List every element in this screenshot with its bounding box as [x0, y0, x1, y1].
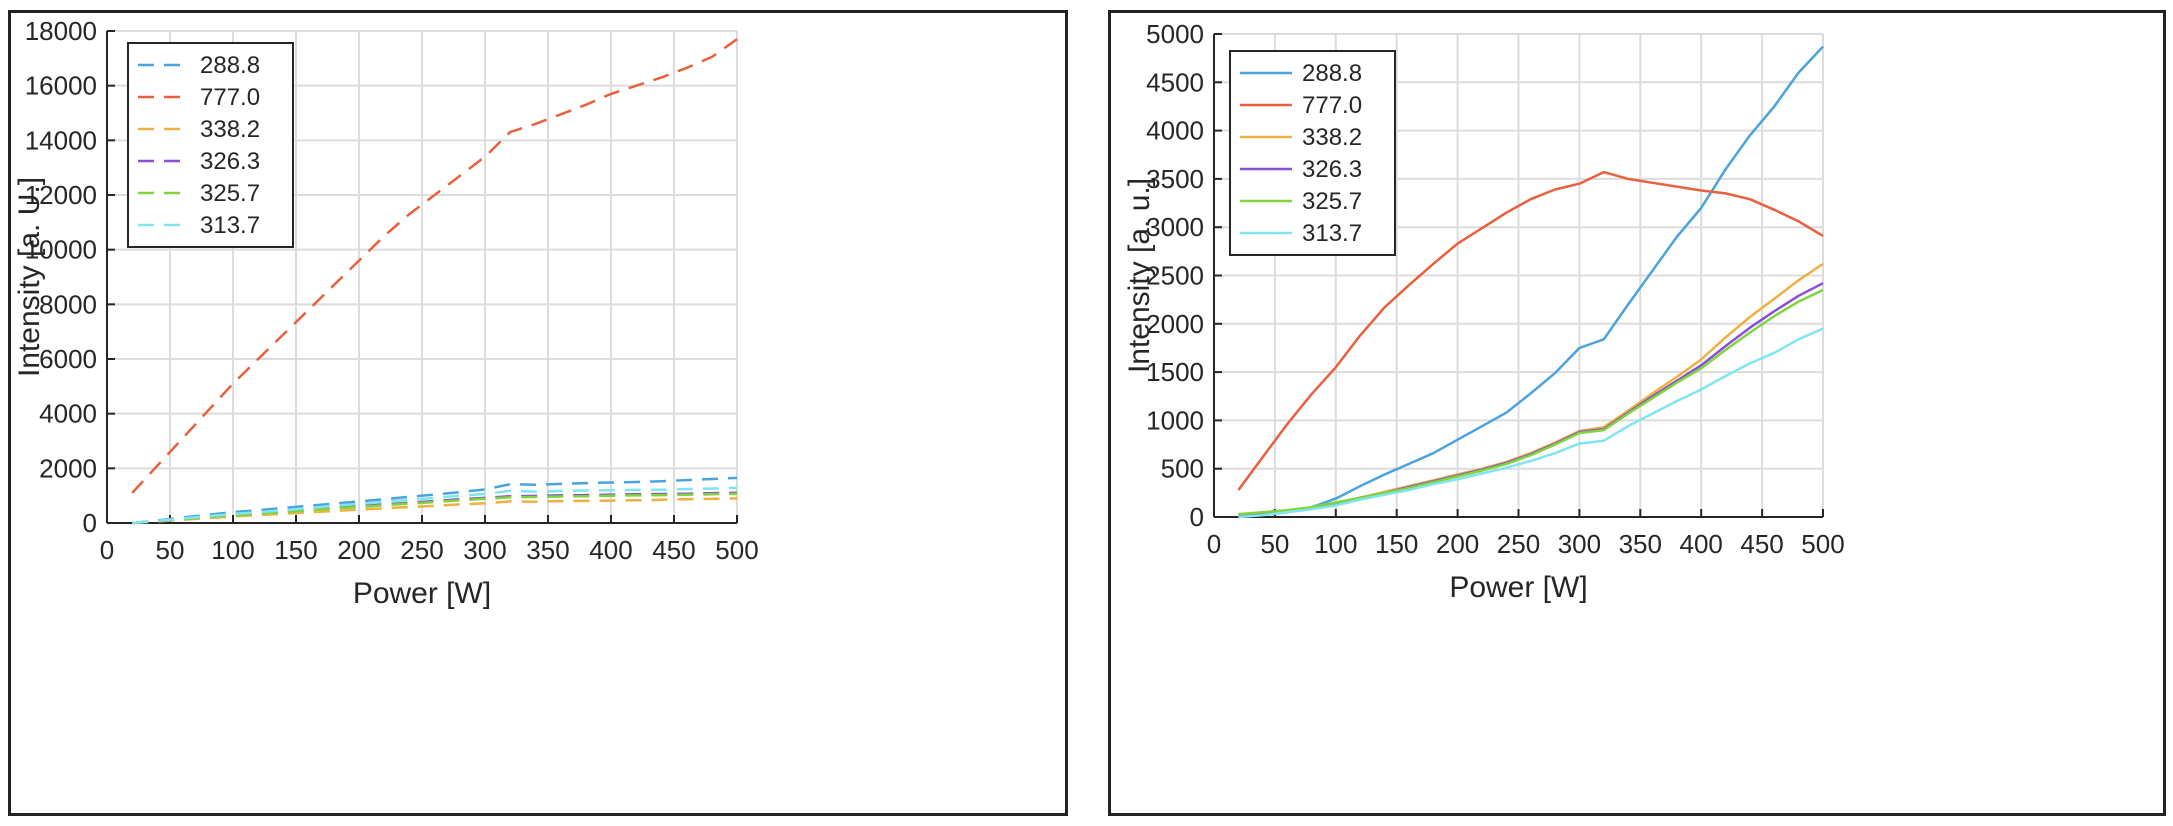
- x-tick-label: 500: [715, 535, 758, 565]
- x-tick-label: 450: [1740, 529, 1783, 559]
- y-tick-label: 500: [1161, 454, 1204, 484]
- legend-label: 326.3: [200, 148, 260, 175]
- x-tick-label: 200: [1436, 529, 1479, 559]
- legend-label: 313.7: [1302, 220, 1362, 247]
- y-tick-label: 4500: [1146, 67, 1204, 97]
- legend-label: 338.2: [1302, 124, 1362, 151]
- legend-label: 777.0: [200, 84, 260, 111]
- chart-panel-left: 0 50 100 150 200 250 300 350 400 450 500 0 2000 4000 6…: [8, 10, 1068, 816]
- legend-label: 338.2: [200, 116, 260, 143]
- chart-right-svg: 0 50 100 150 200 250 300 350 400 450 5000500100015…: [1123, 19, 1845, 604]
- x-tick-label: 0: [100, 535, 114, 565]
- y-tick-label: 16000: [25, 71, 97, 101]
- y-tick-label: 1500: [1146, 357, 1204, 387]
- y-tick-label: 3000: [1146, 212, 1204, 242]
- legend-label: 326.3: [1302, 156, 1362, 183]
- x-tick-label: 400: [1680, 529, 1723, 559]
- series-line-338.2: [1238, 262, 1824, 517]
- legend-label: 325.7: [1302, 188, 1362, 215]
- y-tick-label: 10000: [25, 235, 97, 265]
- series-line-313.7: [132, 486, 738, 525]
- x-tick-label: 50: [1260, 529, 1289, 559]
- series-line-326.3: [132, 491, 738, 525]
- y-tick-label: 0: [1190, 502, 1204, 532]
- chart-left-svg: 0 50 100 150 200 250 300 350 400 450 500 0 2000 4000 6…: [13, 16, 759, 610]
- y-tick-label: 2000: [39, 453, 97, 483]
- y-tick-label: 2000: [1146, 309, 1204, 339]
- y-axis-label: Intensity [a. u.]: [1123, 178, 1156, 373]
- x-axis-label: Power [W]: [353, 577, 491, 610]
- y-tick-label: 1000: [1146, 405, 1204, 435]
- y-tick-label: 14000: [25, 125, 97, 155]
- x-tick-label: 0: [1207, 529, 1221, 559]
- y-tick-label: 12000: [25, 180, 97, 210]
- y-tick-label: 0: [83, 508, 97, 538]
- series-line-777.0: [1237, 170, 1824, 491]
- legend-box: [127, 42, 294, 248]
- x-tick-label: 150: [274, 535, 317, 565]
- series-line-326.3: [1238, 282, 1824, 517]
- legend-label: 288.8: [200, 52, 260, 79]
- y-tick-label: 3500: [1146, 164, 1204, 194]
- chart-panel-right: 0 50 100 150 200 250 300 350 400 450 500 0 500 1000 15…: [1108, 10, 2166, 816]
- y-tick-label: 8000: [39, 289, 97, 319]
- legend-label: 777.0: [1302, 92, 1362, 119]
- series-line-325.7: [1238, 288, 1824, 516]
- y-tick-label: 5000: [1146, 19, 1204, 49]
- y-tick-label: 4000: [1146, 116, 1204, 146]
- y-tick-label: 4000: [39, 399, 97, 429]
- series-line-338.2: [132, 497, 738, 525]
- x-tick-label: 200: [337, 535, 380, 565]
- x-tick-label: 400: [589, 535, 632, 565]
- x-tick-label: 350: [526, 535, 569, 565]
- x-tick-label: 300: [463, 535, 506, 565]
- y-tick-label: 6000: [39, 344, 97, 374]
- legend-box: [1229, 50, 1396, 256]
- series-line-313.7: [1238, 327, 1824, 519]
- x-tick-label: 100: [1314, 529, 1357, 559]
- x-tick-label: 250: [400, 535, 443, 565]
- y-tick-label: 2500: [1146, 261, 1204, 291]
- x-axis-label: Power [W]: [1449, 571, 1587, 604]
- x-tick-label: 250: [1497, 529, 1540, 559]
- x-tick-label: 50: [156, 535, 185, 565]
- series-line-325.7: [132, 492, 738, 525]
- x-tick-label: 350: [1619, 529, 1662, 559]
- x-tick-label: 150: [1375, 529, 1418, 559]
- x-tick-label: 450: [652, 535, 695, 565]
- legend-label: 288.8: [1302, 60, 1362, 87]
- y-axis-label: Intensity [a. U.]: [13, 177, 46, 377]
- x-tick-label: 100: [211, 535, 254, 565]
- x-tick-label: 500: [1801, 529, 1844, 559]
- legend-label: 313.7: [200, 212, 260, 239]
- legend-label: 325.7: [200, 180, 260, 207]
- series-line-288.8: [1238, 45, 1824, 519]
- y-tick-label: 18000: [25, 16, 97, 46]
- x-tick-label: 300: [1558, 529, 1601, 559]
